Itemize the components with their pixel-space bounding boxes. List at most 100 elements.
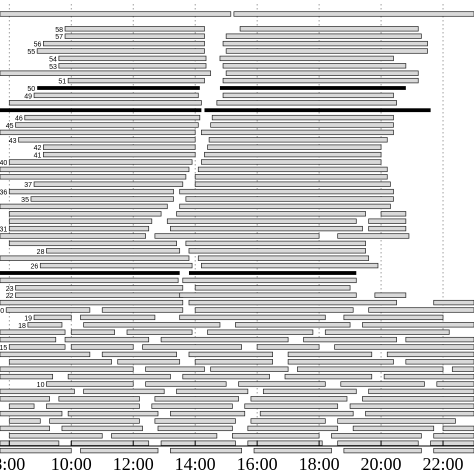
x-axis: 8:00 10:00 12:00 14:00 16:00 18:00 20:00 22:00: [0, 441, 474, 474]
bar-r3-3: [331, 433, 422, 439]
bar-r44-1: [201, 129, 394, 136]
bar-r54-1: [219, 55, 394, 62]
bar-r15-3: [256, 344, 320, 350]
bar-r5-0: [8, 418, 41, 424]
row-label: 53: [49, 64, 57, 71]
bar-r21-1: [188, 299, 397, 306]
bar-r6-2: [170, 410, 246, 417]
bar-r12-4: [451, 366, 474, 372]
bar-r16-0: [0, 336, 57, 343]
row-label: 37: [24, 182, 32, 189]
row-label: 36: [0, 190, 7, 197]
bar-r48-1: [216, 100, 397, 106]
bar-r32-0: [8, 218, 153, 224]
bar-r15-1: [70, 344, 134, 350]
row-label: 31: [0, 227, 7, 234]
row-label: 57: [55, 34, 63, 41]
bar-r27-0: [0, 255, 190, 261]
bar-r5-1: [49, 418, 140, 424]
bar-r28-0: [46, 248, 181, 254]
bar-r4-2: [157, 425, 233, 432]
bar-r7-0: [8, 403, 35, 409]
bar-r12-0: [0, 366, 134, 372]
bar-r11-1: [67, 373, 171, 380]
bar-r13-1: [117, 359, 181, 365]
bar-r49-0: [33, 92, 199, 99]
bar-r18-3: [362, 322, 474, 328]
bar-r15-0: [8, 344, 66, 350]
bar-r31-1: [170, 225, 363, 232]
bar-r13-3: [287, 359, 394, 365]
bar-r1-0: [0, 447, 72, 454]
bar-r1-2: [170, 447, 242, 454]
bar-r29-1: [185, 240, 366, 247]
bar-r52-1: [225, 70, 419, 76]
bar-r20-2: [194, 307, 354, 313]
bar-r54-0: [58, 55, 207, 62]
bar-r9-1: [83, 388, 165, 395]
bar-r26-0: [39, 262, 193, 269]
bar-r15-4: [334, 344, 474, 350]
bar-r8-2: [154, 396, 239, 402]
bar-r26-1: [201, 262, 379, 269]
bar-r27-1: [197, 255, 370, 261]
bar-r10-0: [46, 381, 134, 387]
bar-r8-0: [0, 396, 50, 402]
row-label: 40: [0, 160, 7, 167]
bar-r41-1: [204, 151, 382, 158]
bar-r43-1: [208, 137, 388, 143]
bar-r22-2: [374, 292, 407, 298]
row-label: 15: [0, 345, 7, 352]
bar-r29-0: [8, 240, 177, 247]
bar-r39-0: [0, 166, 190, 173]
bar-r13-2: [194, 359, 273, 365]
bar-r23-1: [194, 285, 351, 291]
row-label: 10: [37, 382, 45, 389]
bar-r28-1: [188, 248, 366, 254]
bar-r38-0: [0, 174, 187, 180]
row-label: 28: [37, 249, 45, 256]
bar-r1-4: [343, 447, 422, 454]
bar-r5-4: [337, 418, 456, 424]
bar-r16-3: [303, 336, 397, 343]
bar-r11-2: [182, 373, 270, 380]
bar-r33-1: [176, 211, 366, 217]
bar-r30-0: [0, 233, 146, 239]
bar-r51-1: [222, 77, 419, 84]
row-label: 26: [30, 264, 38, 271]
bar-r30-2: [337, 233, 410, 239]
bar-r17-4: [324, 329, 450, 335]
bar-r9-4: [368, 388, 474, 395]
bar-r56-0: [43, 40, 205, 47]
bar-r50-1: [219, 86, 406, 90]
bar-r53-1: [222, 63, 407, 69]
bar-r35-0: [30, 196, 174, 202]
bar-r12-2: [210, 366, 289, 372]
bar-r13-4: [405, 359, 474, 365]
bar-r8-4: [362, 396, 474, 402]
x-tick-label: 16:00: [237, 454, 278, 474]
bar-r40-0: [8, 159, 193, 165]
bar-r18-1: [83, 322, 221, 328]
row-label: 35: [21, 197, 29, 204]
bar-r12-3: [297, 366, 444, 372]
bar-r19-2: [179, 314, 326, 321]
bar-r6-4: [365, 410, 474, 417]
bar-r16-1: [64, 336, 150, 343]
bar-r9-0: [0, 388, 75, 395]
bar-r8-1: [58, 396, 140, 402]
bar-r51-0: [67, 77, 205, 84]
bar-r4-5: [442, 425, 474, 432]
bar-r34-0: [0, 203, 168, 210]
row-label: 46: [15, 116, 23, 123]
bar-r25-1: [188, 271, 357, 275]
bar-r42-1: [207, 144, 382, 150]
row-label: 54: [49, 56, 57, 63]
row-label: 19: [24, 315, 32, 322]
row-label: 22: [6, 293, 14, 300]
bar-r21-2: [433, 299, 474, 306]
bar-r52-0: [0, 70, 212, 76]
bar-r18-0: [27, 322, 63, 328]
